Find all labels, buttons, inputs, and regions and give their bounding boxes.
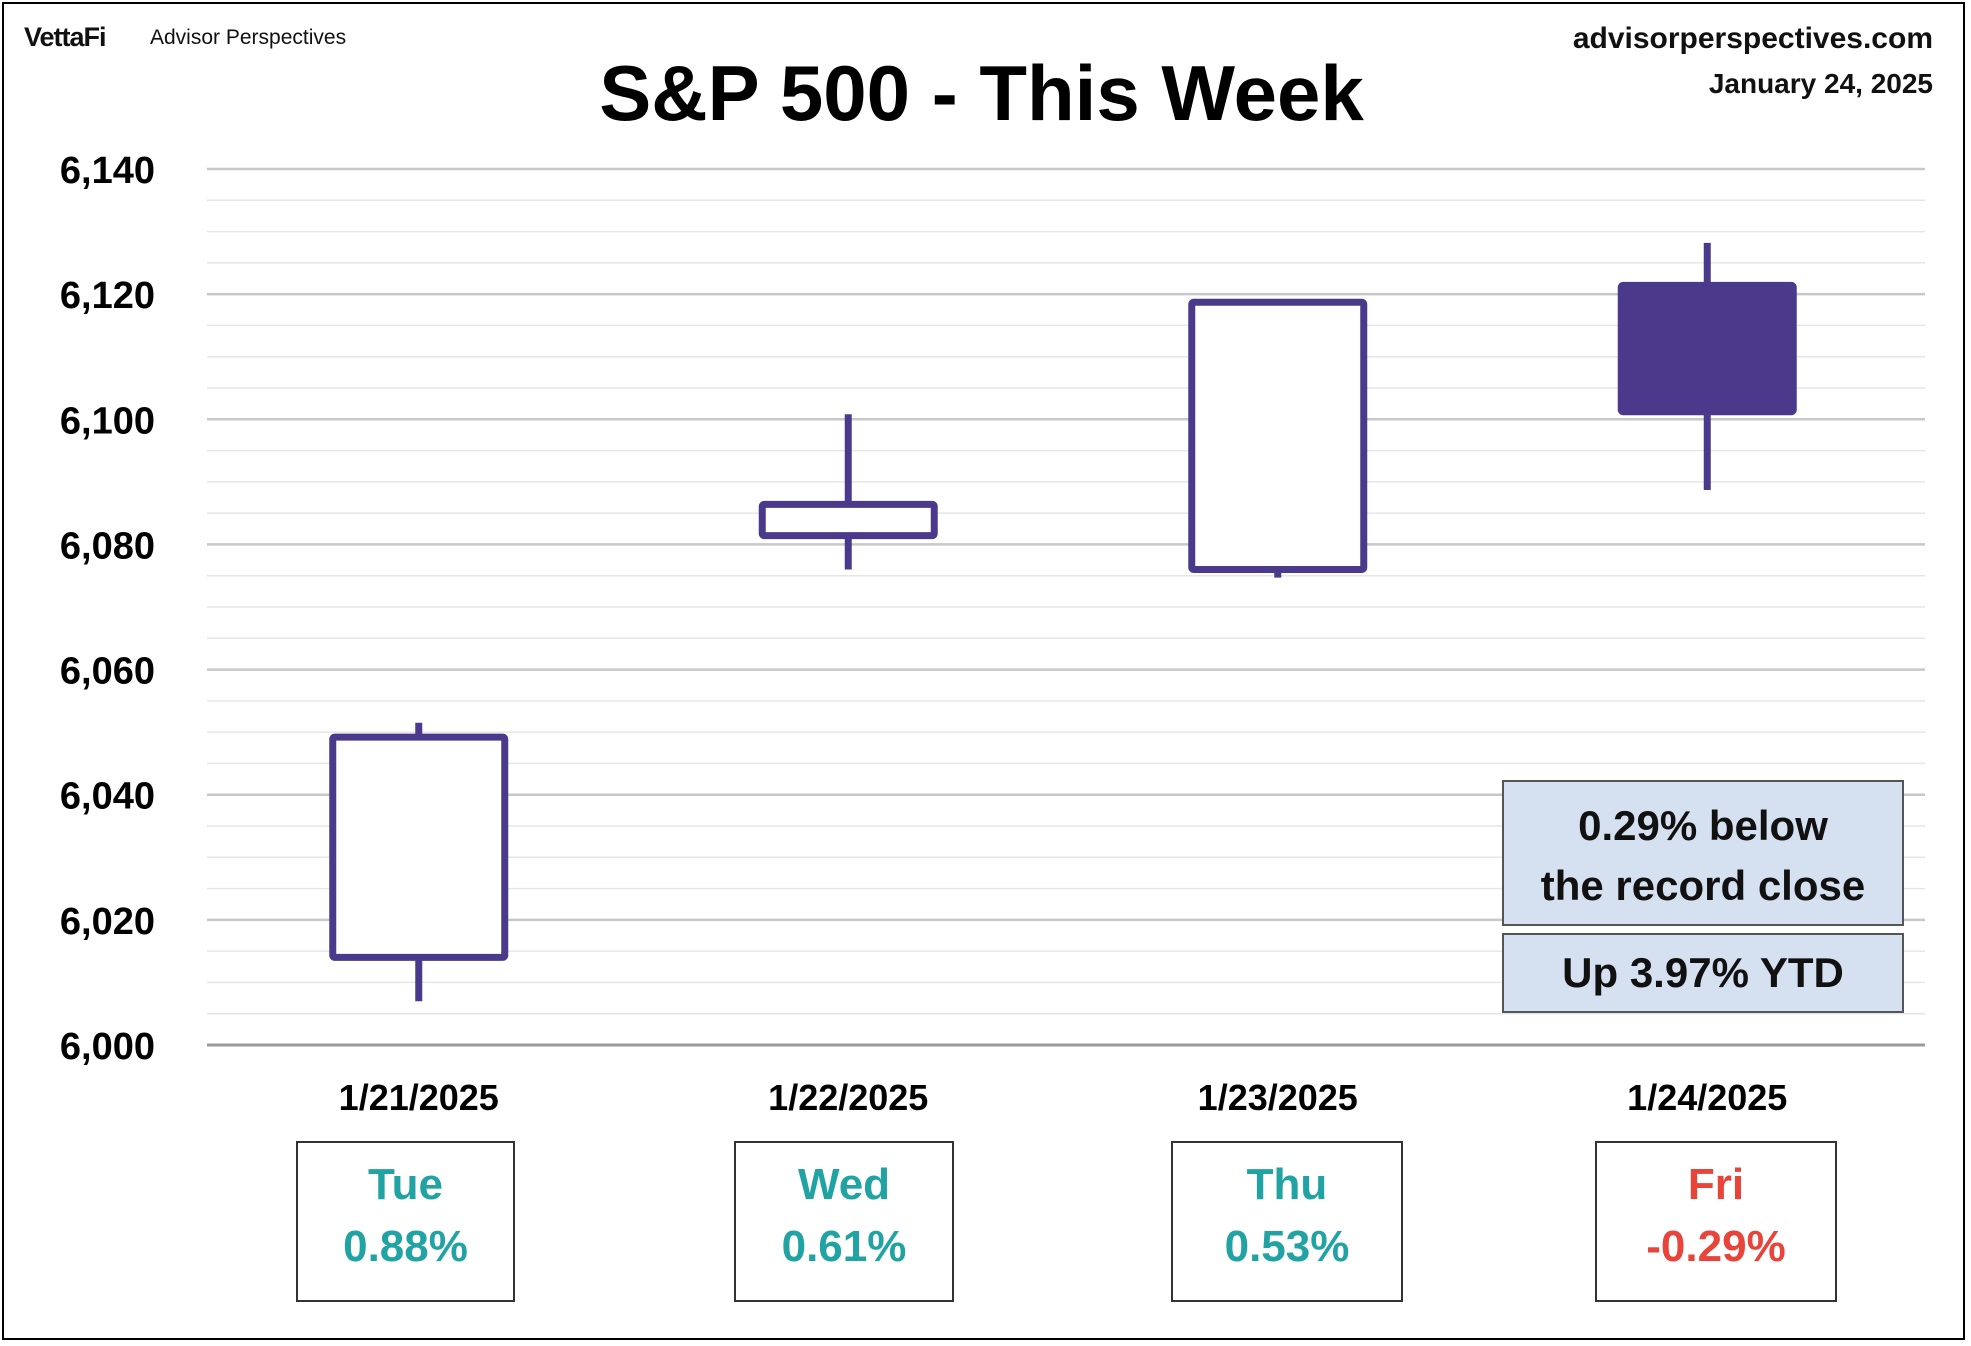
chart-title: S&P 500 - This Week: [599, 49, 1364, 137]
x-tick-label: 1/23/2025: [1198, 1077, 1358, 1118]
x-tick-label: 1/24/2025: [1627, 1077, 1787, 1118]
y-tick-label: 6,040: [60, 776, 155, 818]
y-tick-label: 6,120: [60, 275, 155, 317]
site-url: advisorperspectives.com: [1572, 22, 1933, 55]
day-change: -0.29%: [1646, 1222, 1786, 1271]
candle-body: [1188, 298, 1368, 573]
day-name: Tue: [368, 1160, 443, 1209]
x-tick-label: 1/22/2025: [768, 1077, 928, 1118]
record-note-line-2: the record close: [1540, 862, 1866, 909]
vettafi-logo: VettaFi: [24, 22, 107, 52]
day-change: 0.61%: [781, 1222, 907, 1271]
day-box-wed: Wed 0.61%: [734, 1141, 954, 1302]
record-note-line-1: 0.29% below: [1578, 802, 1828, 849]
candle-body: [329, 733, 509, 961]
record-close-note: 0.29% below the record close: [1502, 780, 1904, 926]
day-name: Thu: [1246, 1160, 1328, 1209]
candle-body: [1617, 281, 1797, 416]
day-box-tue: Tue 0.88%: [296, 1141, 515, 1302]
day-name: Wed: [797, 1160, 891, 1209]
day-box-thu: Thu 0.53%: [1171, 1141, 1403, 1302]
y-tick-label: 6,060: [60, 651, 155, 693]
y-tick-label: 6,020: [60, 901, 155, 943]
candle-body: [758, 500, 938, 540]
y-tick-label: 6,080: [60, 525, 155, 567]
day-change: 0.88%: [343, 1222, 468, 1271]
day-name: Fri: [1687, 1160, 1745, 1209]
y-tick-label: 6,000: [60, 1026, 155, 1068]
day-change: 0.53%: [1224, 1222, 1350, 1271]
chart-date: January 24, 2025: [1708, 68, 1933, 99]
logo-subtitle: Advisor Perspectives: [150, 26, 347, 49]
y-tick-label: 6,140: [60, 150, 155, 192]
y-tick-label: 6,100: [60, 400, 155, 442]
day-box-fri: Fri -0.29%: [1595, 1141, 1837, 1302]
x-tick-label: 1/21/2025: [339, 1077, 499, 1118]
ytd-note: Up 3.97% YTD: [1502, 933, 1904, 1013]
